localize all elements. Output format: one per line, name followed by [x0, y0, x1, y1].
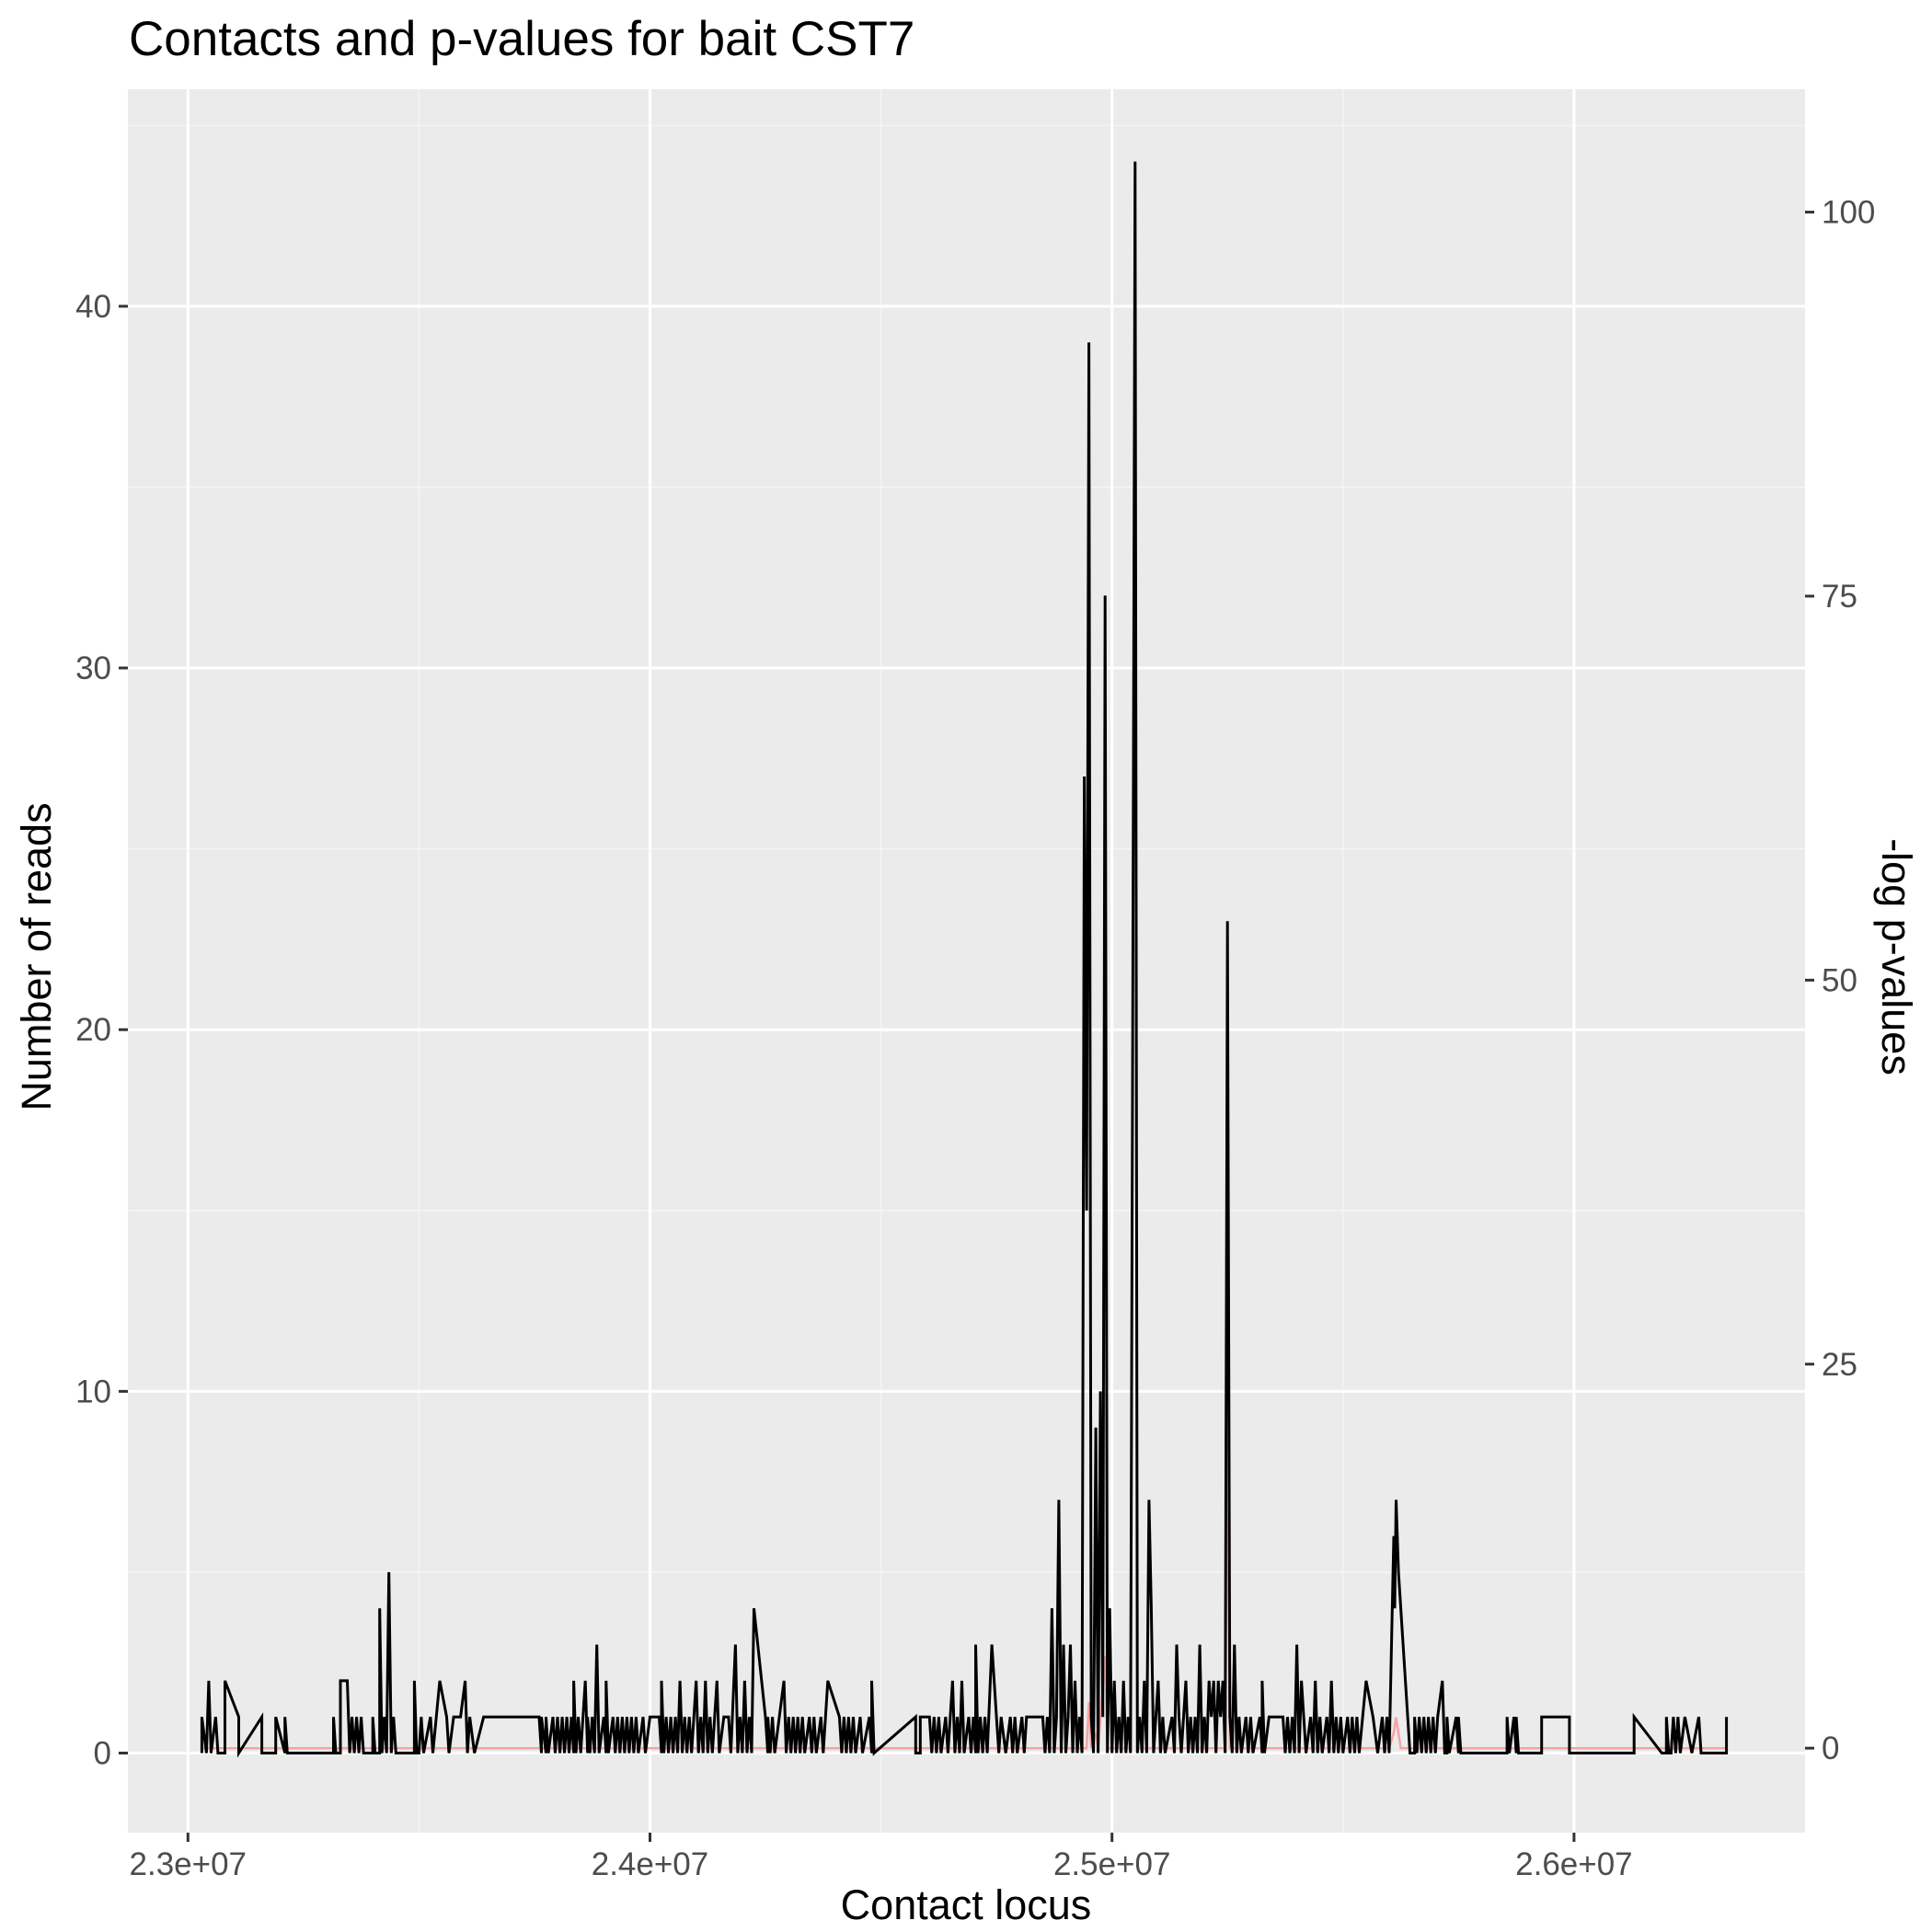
y2-tick-label: 0: [1822, 1731, 1839, 1766]
chart-title: Contacts and p-values for bait CST7: [129, 12, 914, 66]
y2-tick-label: 50: [1822, 962, 1857, 998]
y2-tick-label: 100: [1822, 195, 1875, 231]
y-tick-label: 10: [75, 1374, 111, 1409]
y-tick-label: 40: [75, 289, 111, 325]
reads-series-line: [200, 161, 1729, 1758]
y-tick-label: 30: [75, 650, 111, 686]
y-tick-label: 20: [75, 1012, 111, 1048]
minor-gridlines: [128, 89, 1805, 1833]
y2-tick-label: 75: [1822, 579, 1857, 615]
x-axis-title: Contact locus: [841, 1881, 1092, 1928]
bottom-axis: 2.3e+07 2.4e+07 2.5e+07 2.6e+07: [130, 1833, 1633, 1882]
x-tick-label: 2.5e+07: [1053, 1846, 1171, 1882]
right-axis: 0 25 50 75 100: [1805, 195, 1875, 1766]
x-tick-label: 2.6e+07: [1515, 1846, 1633, 1882]
x-tick-label: 2.4e+07: [592, 1846, 709, 1882]
y2-axis-title: -log p-values: [1873, 838, 1920, 1075]
plot-panel: [128, 89, 1805, 1833]
x-tick-label: 2.3e+07: [130, 1846, 247, 1882]
y-axis-title: Number of reads: [13, 802, 60, 1110]
y2-tick-label: 25: [1822, 1347, 1857, 1383]
left-axis: 0 10 20 30 40: [75, 289, 128, 1772]
y-tick-label: 0: [94, 1736, 111, 1772]
series-layer: [200, 161, 1729, 1758]
